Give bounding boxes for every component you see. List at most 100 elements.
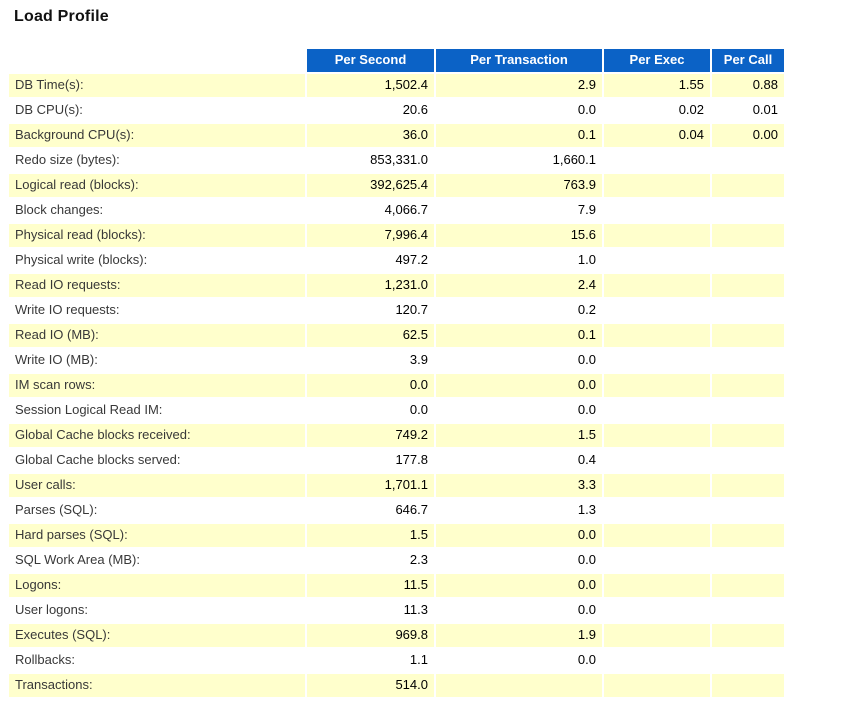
column-header-per-second: Per Second	[307, 49, 434, 72]
metric-value-per-transaction: 0.0	[436, 649, 602, 672]
metric-label: Rollbacks:	[9, 649, 305, 672]
table-row: Block changes: 4,066.7 7.9	[9, 199, 784, 222]
table-row: Parses (SQL): 646.7 1.3	[9, 499, 784, 522]
metric-value-per-transaction: 1.9	[436, 624, 602, 647]
table-row: Executes (SQL): 969.8 1.9	[9, 624, 784, 647]
metric-value-per-second: 11.5	[307, 574, 434, 597]
metric-label: Executes (SQL):	[9, 624, 305, 647]
metric-value-per-second: 7,996.4	[307, 224, 434, 247]
metric-label: Read IO requests:	[9, 274, 305, 297]
table-row: Global Cache blocks received: 749.2 1.5	[9, 424, 784, 447]
metric-label: Background CPU(s):	[9, 124, 305, 147]
metric-value-per-transaction: 0.4	[436, 449, 602, 472]
metric-value-per-call	[712, 249, 784, 272]
table-row: SQL Work Area (MB): 2.3 0.0	[9, 549, 784, 572]
table-header-row: Per Second Per Transaction Per Exec Per …	[9, 49, 784, 72]
metric-value-per-exec	[604, 574, 710, 597]
column-header-per-call: Per Call	[712, 49, 784, 72]
metric-value-per-call	[712, 299, 784, 322]
table-row: DB CPU(s): 20.6 0.0 0.02 0.01	[9, 99, 784, 122]
metric-label: Global Cache blocks received:	[9, 424, 305, 447]
metric-value-per-transaction: 0.0	[436, 524, 602, 547]
metric-value-per-second: 646.7	[307, 499, 434, 522]
metric-value-per-transaction: 1.5	[436, 424, 602, 447]
metric-value-per-second: 62.5	[307, 324, 434, 347]
metric-value-per-call	[712, 199, 784, 222]
metric-value-per-exec	[604, 224, 710, 247]
metric-value-per-transaction: 15.6	[436, 224, 602, 247]
metric-value-per-exec: 0.02	[604, 99, 710, 122]
metric-value-per-call	[712, 424, 784, 447]
metric-value-per-second: 177.8	[307, 449, 434, 472]
load-profile-tbody: DB Time(s): 1,502.4 2.9 1.55 0.88 DB CPU(s): 2…	[9, 74, 784, 697]
metric-value-per-exec	[604, 449, 710, 472]
metric-value-per-second: 4,066.7	[307, 199, 434, 222]
metric-value-per-exec	[604, 499, 710, 522]
metric-value-per-call	[712, 499, 784, 522]
metric-value-per-transaction: 2.9	[436, 74, 602, 97]
table-row: Transactions: 514.0	[9, 674, 784, 697]
metric-label: DB Time(s):	[9, 74, 305, 97]
metric-value-per-second: 0.0	[307, 399, 434, 422]
table-row: Write IO requests: 120.7 0.2	[9, 299, 784, 322]
metric-value-per-call	[712, 174, 784, 197]
metric-value-per-transaction: 0.1	[436, 324, 602, 347]
table-row: Background CPU(s): 36.0 0.1 0.04 0.00	[9, 124, 784, 147]
metric-value-per-second: 120.7	[307, 299, 434, 322]
metric-value-per-second: 853,331.0	[307, 149, 434, 172]
table-row: DB Time(s): 1,502.4 2.9 1.55 0.88	[9, 74, 784, 97]
table-row: Redo size (bytes): 853,331.0 1,660.1	[9, 149, 784, 172]
metric-label: Hard parses (SQL):	[9, 524, 305, 547]
corner-cell	[9, 49, 305, 72]
metric-value-per-transaction: 0.1	[436, 124, 602, 147]
table-row: Physical write (blocks): 497.2 1.0	[9, 249, 784, 272]
metric-value-per-exec	[604, 524, 710, 547]
metric-label: SQL Work Area (MB):	[9, 549, 305, 572]
metric-value-per-exec	[604, 349, 710, 372]
metric-value-per-second: 969.8	[307, 624, 434, 647]
metric-value-per-transaction: 0.0	[436, 374, 602, 397]
metric-value-per-exec	[604, 274, 710, 297]
metric-value-per-second: 3.9	[307, 349, 434, 372]
load-profile-table: Per Second Per Transaction Per Exec Per …	[7, 47, 786, 699]
metric-value-per-second: 1,701.1	[307, 474, 434, 497]
metric-value-per-exec	[604, 249, 710, 272]
metric-value-per-second: 1,231.0	[307, 274, 434, 297]
metric-value-per-second: 749.2	[307, 424, 434, 447]
metric-value-per-second: 1,502.4	[307, 74, 434, 97]
table-row: Session Logical Read IM: 0.0 0.0	[9, 399, 784, 422]
column-header-per-exec: Per Exec	[604, 49, 710, 72]
metric-value-per-transaction: 0.0	[436, 399, 602, 422]
table-row: Logical read (blocks): 392,625.4 763.9	[9, 174, 784, 197]
metric-value-per-call	[712, 449, 784, 472]
table-row: User logons: 11.3 0.0	[9, 599, 784, 622]
metric-value-per-transaction: 1.3	[436, 499, 602, 522]
metric-value-per-exec	[604, 174, 710, 197]
metric-value-per-call	[712, 399, 784, 422]
metric-value-per-transaction	[436, 674, 602, 697]
metric-value-per-exec	[604, 624, 710, 647]
metric-value-per-call: 0.01	[712, 99, 784, 122]
metric-value-per-exec	[604, 199, 710, 222]
metric-label: Parses (SQL):	[9, 499, 305, 522]
metric-value-per-call: 0.88	[712, 74, 784, 97]
metric-value-per-exec	[604, 374, 710, 397]
metric-value-per-exec	[604, 324, 710, 347]
metric-value-per-second: 36.0	[307, 124, 434, 147]
table-row: Read IO (MB): 62.5 0.1	[9, 324, 784, 347]
metric-value-per-transaction: 763.9	[436, 174, 602, 197]
metric-value-per-exec	[604, 549, 710, 572]
metric-label: Physical read (blocks):	[9, 224, 305, 247]
metric-label: IM scan rows:	[9, 374, 305, 397]
metric-value-per-second: 2.3	[307, 549, 434, 572]
metric-value-per-second: 514.0	[307, 674, 434, 697]
metric-value-per-call	[712, 549, 784, 572]
metric-value-per-transaction: 2.4	[436, 274, 602, 297]
metric-value-per-second: 1.5	[307, 524, 434, 547]
metric-value-per-exec	[604, 424, 710, 447]
metric-value-per-exec: 0.04	[604, 124, 710, 147]
table-row: Write IO (MB): 3.9 0.0	[9, 349, 784, 372]
metric-value-per-transaction: 0.0	[436, 349, 602, 372]
metric-label: DB CPU(s):	[9, 99, 305, 122]
metric-value-per-call: 0.00	[712, 124, 784, 147]
